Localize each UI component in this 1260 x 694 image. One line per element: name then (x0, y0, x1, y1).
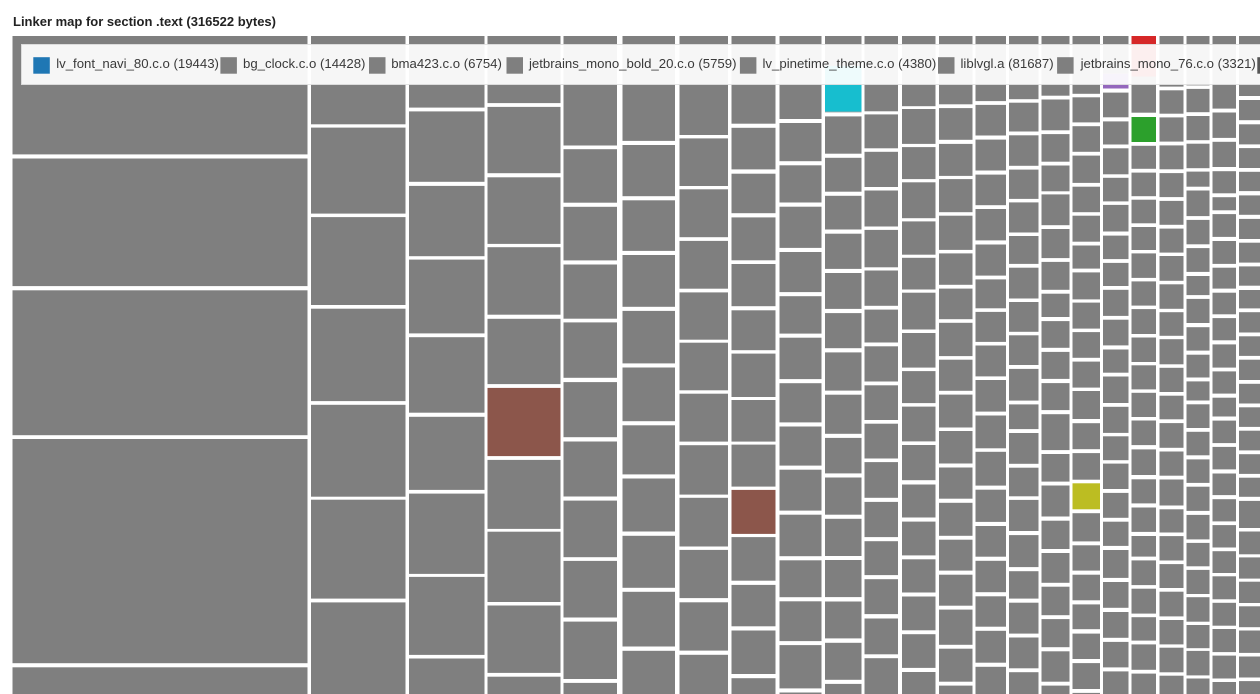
svg-text:lv_pinetime_theme.c.o (4380): lv_pinetime_theme.c.o (4380) (763, 56, 937, 71)
svg-text:bg_clock.c.o (14428): bg_clock.c.o (14428) (243, 56, 365, 71)
svg-text:jetbrains_mono_bold_20.c.o (57: jetbrains_mono_bold_20.c.o (5759) (528, 56, 736, 71)
svg-text:liblvgl.a (81687): liblvgl.a (81687) (961, 56, 1054, 71)
svg-text:bma423.c.o (6754): bma423.c.o (6754) (391, 56, 502, 71)
svg-text:lv_font_navi_80.c.o (19443): lv_font_navi_80.c.o (19443) (56, 56, 219, 71)
svg-text:Linker map for section .text (: Linker map for section .text (316522 byt… (13, 14, 276, 29)
svg-text:jetbrains_mono_76.c.o (3321): jetbrains_mono_76.c.o (3321) (1080, 56, 1256, 71)
